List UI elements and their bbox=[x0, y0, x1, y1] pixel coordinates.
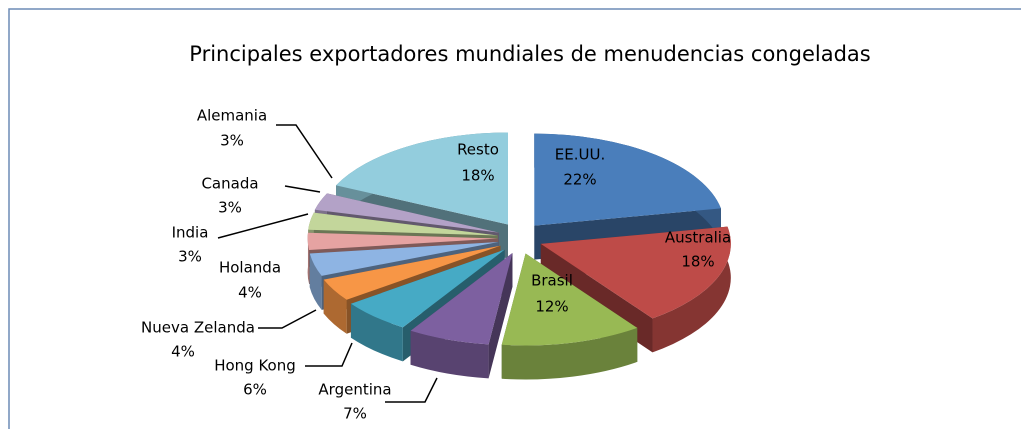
slice bbox=[314, 193, 499, 233]
slice-side bbox=[307, 232, 310, 285]
slice-side bbox=[410, 330, 489, 379]
slice-side bbox=[323, 279, 347, 334]
data-label-value: 3% bbox=[178, 248, 202, 266]
data-label-value: 12% bbox=[535, 298, 568, 316]
slice bbox=[350, 249, 505, 328]
data-label-value: 18% bbox=[461, 167, 494, 185]
data-label-name: EE.UU. bbox=[555, 146, 605, 164]
slice bbox=[410, 253, 513, 345]
data-label-name: Nueva Zelanda bbox=[141, 319, 255, 337]
slice-side bbox=[309, 253, 322, 310]
data-label-value: 18% bbox=[681, 253, 714, 271]
data-label-name: Australia bbox=[665, 229, 731, 247]
data-label-name: Canada bbox=[201, 175, 258, 193]
data-label-value: 3% bbox=[218, 199, 242, 217]
leader-line bbox=[217, 213, 309, 239]
slice bbox=[309, 241, 499, 276]
leader-line bbox=[276, 124, 333, 179]
slice bbox=[534, 133, 721, 226]
slice bbox=[501, 253, 638, 346]
slice bbox=[501, 253, 638, 380]
data-label-name: Alemania bbox=[197, 107, 267, 125]
data-label-name: Brasil bbox=[531, 272, 573, 290]
slice bbox=[336, 132, 508, 225]
leader-line bbox=[284, 185, 321, 193]
data-label-value: 7% bbox=[343, 405, 367, 423]
slice bbox=[308, 212, 498, 236]
data-label-value: 6% bbox=[243, 381, 267, 399]
data-label-name: India bbox=[172, 224, 209, 242]
data-label-name: Holanda bbox=[219, 259, 281, 277]
data-label-value: 4% bbox=[238, 284, 262, 302]
data-label-name: Argentina bbox=[318, 381, 391, 399]
data-label-name: Hong Kong bbox=[214, 357, 296, 375]
slice-side bbox=[501, 327, 638, 380]
data-label-value: 3% bbox=[220, 132, 244, 150]
chart-title: Principales exportadores mundiales de me… bbox=[189, 42, 870, 66]
slice bbox=[307, 232, 498, 251]
data-label-value: 4% bbox=[171, 343, 195, 361]
slice-side bbox=[350, 303, 403, 362]
slice-side bbox=[652, 226, 731, 353]
data-label-value: 22% bbox=[563, 171, 596, 189]
slice bbox=[540, 226, 731, 319]
slice bbox=[410, 253, 513, 379]
slice bbox=[323, 245, 501, 300]
data-label-name: Resto bbox=[457, 141, 499, 159]
leader-line bbox=[305, 342, 353, 367]
leader-line bbox=[385, 377, 438, 403]
leader-line bbox=[258, 309, 317, 329]
slice-wall bbox=[323, 245, 501, 314]
